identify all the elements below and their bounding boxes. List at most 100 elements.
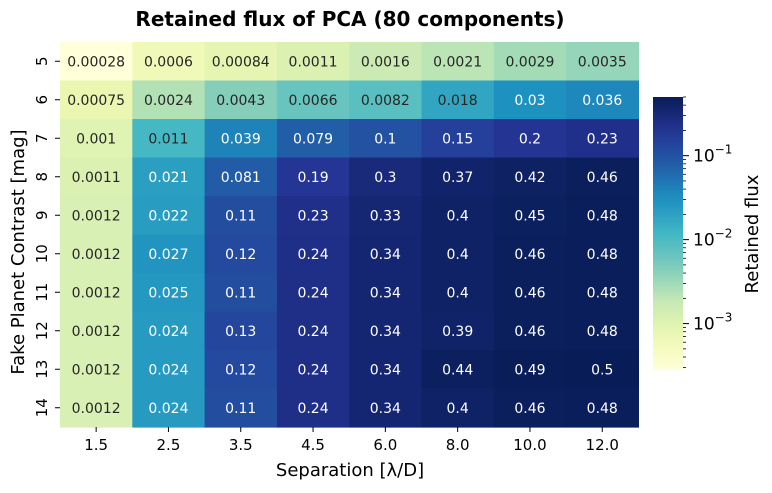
heatmap-cell — [204, 388, 278, 428]
cell-value-label: 0.024 — [148, 362, 188, 378]
cell-value-label: 0.34 — [370, 285, 401, 301]
cell-value-label: 0.39 — [442, 324, 473, 340]
heatmap-cell — [349, 350, 423, 390]
cell-value-label: 0.0082 — [361, 93, 410, 109]
heatmap-cell — [204, 196, 278, 236]
heatmap-cells: 0.00028 0.0006 0.00084 0.0011 0.0016 0.0021 0.… — [60, 42, 639, 428]
heatmap-cell — [60, 388, 133, 428]
heatmap-cell — [132, 311, 206, 351]
heatmap-cell — [60, 311, 133, 351]
heatmap-cell — [132, 119, 206, 159]
cell-value-label: 0.0012 — [72, 362, 121, 378]
cell-value-label: 0.11 — [225, 285, 256, 301]
heatmap-cell — [349, 157, 423, 197]
heatmap-cell — [276, 80, 350, 120]
cell-value-label: 0.46 — [514, 285, 545, 301]
heatmap-cell — [132, 273, 206, 313]
cell-value-label: 0.4 — [447, 401, 469, 417]
cell-value-label: 0.45 — [514, 208, 545, 224]
heatmap-cell — [204, 273, 278, 313]
x-tick-label: 12.0 — [586, 436, 619, 454]
cell-value-label: 0.24 — [297, 247, 328, 263]
cell-value-label: 0.24 — [297, 401, 328, 417]
heatmap-cell — [566, 80, 639, 120]
x-tick-label: 4.5 — [301, 436, 325, 454]
heatmap-cell — [421, 234, 495, 274]
cell-value-label: 0.48 — [587, 247, 618, 263]
heatmap-cell — [276, 196, 350, 236]
y-tick-label: 9 — [33, 210, 51, 220]
heatmap-cell — [276, 388, 350, 428]
y-tick-label: 6 — [33, 95, 51, 105]
colorbar-tick-label: 10−1 — [693, 143, 732, 167]
x-tick-label: 10.0 — [513, 436, 546, 454]
heatmap-cell — [60, 157, 133, 197]
y-tick-label: 5 — [33, 56, 51, 66]
heatmap-cell — [60, 119, 133, 159]
cell-value-label: 0.0024 — [144, 93, 193, 109]
heatmap-cell — [276, 234, 350, 274]
y-tick-label: 8 — [33, 172, 51, 182]
heatmap-cell — [60, 196, 133, 236]
cell-value-label: 0.34 — [370, 324, 401, 340]
heatmap-cell — [204, 42, 278, 82]
y-tick-label: 12 — [33, 321, 51, 340]
heatmap-cell — [421, 388, 495, 428]
cell-value-label: 0.0011 — [289, 54, 338, 70]
cell-value-label: 0.4 — [447, 285, 469, 301]
heatmap-cell — [60, 80, 133, 120]
cell-value-label: 0.0035 — [578, 54, 627, 70]
heatmap-cell — [493, 80, 567, 120]
cell-value-label: 0.024 — [148, 324, 188, 340]
heatmap-cell — [493, 196, 567, 236]
heatmap-cell — [349, 273, 423, 313]
heatmap-cell — [421, 350, 495, 390]
heatmap-cell — [493, 311, 567, 351]
cell-value-label: 0.025 — [148, 285, 188, 301]
heatmap-cell — [421, 273, 495, 313]
cell-value-label: 0.079 — [293, 131, 333, 147]
heatmap-cell — [276, 273, 350, 313]
heatmap-cell — [60, 42, 133, 82]
heatmap-cell — [493, 388, 567, 428]
x-tick-label: 1.5 — [84, 436, 108, 454]
heatmap-cell — [349, 80, 423, 120]
heatmap-cell — [566, 196, 639, 236]
cell-value-label: 0.37 — [442, 170, 473, 186]
cell-value-label: 0.03 — [514, 93, 545, 109]
colorbar — [653, 97, 683, 370]
cell-value-label: 0.4 — [447, 208, 469, 224]
cell-value-label: 0.00084 — [212, 54, 270, 70]
heatmap-cell — [276, 350, 350, 390]
heatmap-cell — [276, 119, 350, 159]
cell-value-label: 0.027 — [148, 247, 188, 263]
cell-value-label: 0.022 — [148, 208, 188, 224]
heatmap-cell — [349, 234, 423, 274]
cell-value-label: 0.5 — [591, 362, 613, 378]
heatmap-cell — [566, 234, 639, 274]
cell-value-label: 0.24 — [297, 324, 328, 340]
heatmap-cell — [566, 119, 639, 159]
cell-value-label: 0.00075 — [67, 93, 125, 109]
heatmap-cell — [566, 157, 639, 197]
cell-value-label: 0.0011 — [72, 170, 121, 186]
cell-value-label: 0.12 — [225, 247, 256, 263]
heatmap-cell — [421, 80, 495, 120]
heatmap-cell — [349, 119, 423, 159]
cell-value-label: 0.44 — [442, 362, 473, 378]
heatmap-cell — [132, 42, 206, 82]
colorbar-tick-label: 10−2 — [693, 227, 732, 251]
cell-value-label: 0.34 — [370, 362, 401, 378]
cell-value-label: 0.039 — [221, 131, 261, 147]
heatmap-cell — [421, 196, 495, 236]
heatmap-cell — [132, 350, 206, 390]
heatmap-cell — [60, 350, 133, 390]
colorbar-label: Retained flux — [742, 174, 763, 293]
x-tick-labels: 1.5 2.5 3.5 4.5 6.0 8.0 10.0 12.0 — [84, 427, 619, 454]
heatmap-cell — [276, 157, 350, 197]
cell-value-label: 0.018 — [438, 93, 478, 109]
cell-value-label: 0.0012 — [72, 208, 121, 224]
heatmap-cell — [493, 157, 567, 197]
heatmap-cell — [132, 80, 206, 120]
